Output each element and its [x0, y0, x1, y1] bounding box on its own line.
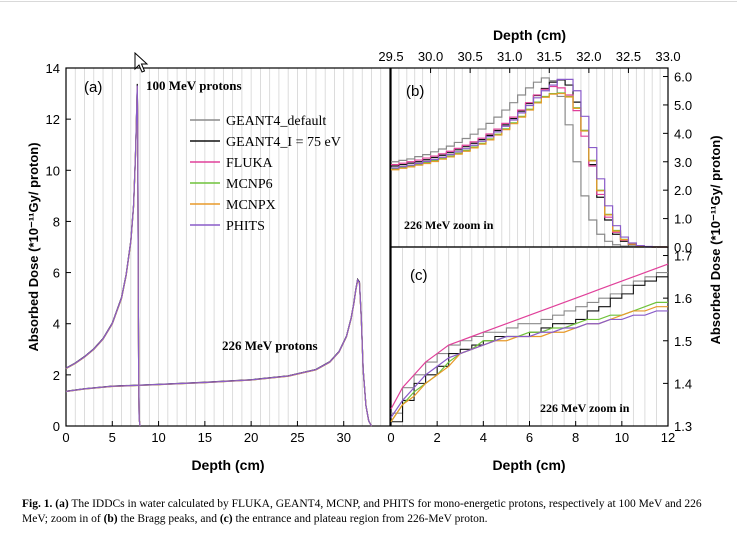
x-tick-label-a: 10	[151, 430, 165, 445]
annotation-b: 226 MeV zoom in	[404, 218, 494, 232]
x-tick-label-c: 4	[480, 430, 487, 445]
legend-label: GEANT4_default	[226, 114, 326, 129]
x-axis-title-c: Depth (cm)	[492, 457, 565, 473]
caption-label: Fig. 1.	[22, 498, 53, 510]
caption-text-2: the Bragg peaks, and	[117, 513, 220, 525]
y-tick-label-a: 0	[53, 419, 60, 434]
x-axis-title-a: Depth (cm)	[191, 457, 264, 473]
caption-part-c: (c)	[219, 513, 233, 525]
annotation-226mev: 226 MeV protons	[222, 338, 318, 353]
annotation-100mev: 100 MeV protons	[146, 78, 242, 93]
figure-caption: Fig. 1. (a) The IDDCs in water calculate…	[22, 497, 727, 527]
legend-label: GEANT4_I = 75 eV	[226, 135, 341, 150]
y-tick-label-a: 4	[53, 317, 60, 332]
y-tick-label-b: 1.0	[674, 212, 692, 227]
curve-226mev-series-0	[65, 278, 373, 427]
x-tick-label-b: 31.5	[537, 49, 562, 64]
y-tick-label-a: 8	[53, 214, 60, 229]
series-c	[390, 263, 669, 410]
x-tick-label-b: 29.5	[378, 49, 403, 64]
x-tick-label-a: 25	[290, 430, 304, 445]
legend-label: MCNP6	[226, 177, 273, 192]
y-tick-label-b: 3.0	[674, 155, 692, 170]
series-b	[391, 78, 668, 248]
y-tick-label-b: 6.0	[674, 70, 692, 85]
caption-text-3: the entrance and plateau region from 226…	[232, 513, 488, 525]
curve-100mev-series-5	[65, 85, 141, 427]
x-tick-label-c: 8	[572, 430, 579, 445]
y-tick-label-a: 6	[53, 266, 60, 281]
y-tick-label-b: 0.0	[674, 240, 692, 255]
curve-226mev-series-5	[65, 278, 373, 427]
caption-part-b: (b)	[103, 513, 118, 525]
y-tick-label-b: 2.0	[674, 183, 692, 198]
y-axis-title-a: Absorbed Dose (*10⁻¹¹Gy/ proton)	[26, 142, 41, 351]
x-tick-label-b: 32.0	[576, 49, 601, 64]
curve-226mev-series-2	[65, 278, 373, 427]
y-tick-label-a: 12	[46, 112, 60, 127]
mouse-cursor-icon	[134, 52, 149, 73]
x-axis-title-b: Depth (cm)	[493, 27, 566, 43]
y-tick-label-c: 1.7	[674, 249, 692, 264]
y-tick-label-a: 2	[53, 368, 60, 383]
x-tick-label-c: 2	[434, 430, 441, 445]
legend-label: PHITS	[226, 219, 265, 234]
series-c	[390, 310, 668, 418]
series-b	[391, 77, 668, 248]
y-tick-label-c: 1.6	[674, 291, 692, 306]
y-tick-label-b: 4.0	[674, 126, 692, 141]
y-tick-label-a: 14	[46, 61, 60, 76]
x-tick-label-a: 15	[198, 430, 212, 445]
x-tick-label-c: 12	[661, 430, 675, 445]
x-tick-label-c: 6	[526, 430, 533, 445]
curve-226mev-series-4	[65, 279, 373, 427]
series-c	[391, 272, 668, 414]
legend-label: MCNPX	[226, 198, 276, 213]
x-tick-label-b: 33.0	[655, 49, 680, 64]
panel-label-c: (c)	[410, 267, 428, 284]
x-tick-label-b: 31.0	[497, 49, 522, 64]
x-tick-label-a: 5	[109, 430, 116, 445]
panel-label-a: (a)	[84, 79, 102, 96]
y-tick-label-a: 10	[46, 163, 60, 178]
y-axis-title-right: Absorbed Dose (*10⁻¹¹Gy/ proton)	[708, 135, 723, 344]
caption-text-1: The IDDCs in water calculated by FLUKA, …	[22, 498, 702, 525]
y-tick-label-b: 5.0	[674, 98, 692, 113]
panel-label-b: (b)	[406, 83, 424, 100]
y-tick-label-c: 1.5	[674, 334, 692, 349]
panel-a-frame	[65, 67, 391, 427]
curve-226mev-series-3	[65, 278, 373, 427]
x-tick-label-c: 10	[615, 430, 629, 445]
x-tick-label-a: 20	[244, 430, 258, 445]
series-b	[391, 85, 668, 248]
y-tick-label-c: 1.4	[674, 376, 692, 391]
x-tick-label-a: 30	[336, 430, 350, 445]
x-tick-label-b: 30.5	[457, 49, 482, 64]
caption-part-a: (a)	[55, 498, 69, 510]
x-tick-label-b: 32.5	[616, 49, 641, 64]
annotation-c: 226 MeV zoom in	[540, 401, 630, 415]
y-tick-label-c: 1.3	[674, 419, 692, 434]
legend-label: FLUKA	[226, 156, 274, 171]
x-tick-label-c: 0	[387, 430, 394, 445]
x-tick-label-b: 30.0	[418, 49, 443, 64]
x-tick-label-a: 0	[62, 430, 69, 445]
curve-226mev-series-1	[65, 277, 373, 427]
top-divider	[0, 1, 737, 2]
